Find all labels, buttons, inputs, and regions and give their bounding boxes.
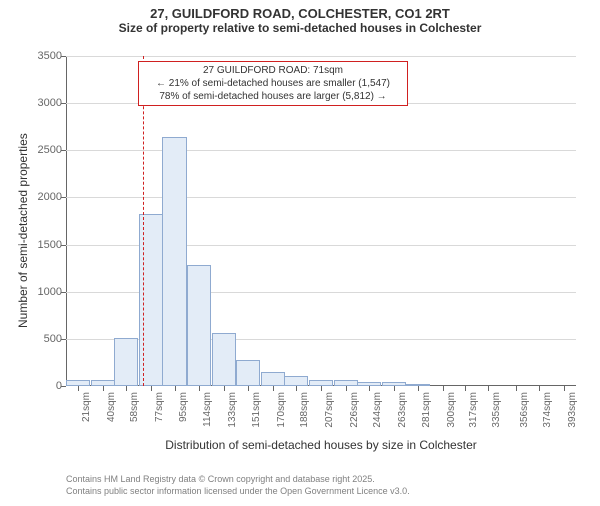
x-tick-mark — [199, 386, 200, 391]
x-tick-label: 133sqm — [227, 392, 238, 428]
x-tick-label: 393sqm — [567, 392, 578, 428]
x-tick-label: 114sqm — [202, 392, 213, 427]
footer-line1: Contains HM Land Registry data © Crown c… — [66, 474, 410, 486]
x-tick-mark — [296, 386, 297, 391]
x-axis-ticks: 21sqm 40sqm 58sqm 77sqm 95sqm 114sqm 133sqm 151… — [66, 386, 576, 436]
x-axis-label: Distribution of semi-detached houses by … — [66, 438, 576, 452]
x-tick-label: 300sqm — [446, 392, 457, 428]
y-tick-mark — [61, 150, 66, 151]
y-tick-mark — [61, 245, 66, 246]
x-tick-mark — [443, 386, 444, 391]
x-tick-label: 207sqm — [324, 392, 335, 428]
histogram-bar — [114, 338, 138, 386]
x-tick-label: 244sqm — [372, 392, 383, 428]
x-tick-label: 188sqm — [299, 392, 310, 428]
x-tick-label: 58sqm — [129, 392, 140, 422]
y-axis-ticks: 0500100015002000250030003500 — [0, 56, 66, 386]
x-tick-label: 170sqm — [276, 392, 287, 428]
annotation-line: ← 21% of semi-detached houses are smalle… — [143, 77, 403, 90]
y-tick-label: 3500 — [22, 50, 62, 62]
chart-title-line1: 27, GUILDFORD ROAD, COLCHESTER, CO1 2RT — [0, 6, 600, 21]
y-tick-label: 1000 — [22, 286, 62, 298]
x-tick-mark — [273, 386, 274, 391]
y-tick-label: 0 — [22, 380, 62, 392]
footer-attribution: Contains HM Land Registry data © Crown c… — [66, 474, 410, 497]
x-tick-mark — [369, 386, 370, 391]
x-tick-mark — [564, 386, 565, 391]
x-tick-label: 21sqm — [81, 392, 92, 422]
x-tick-mark — [539, 386, 540, 391]
annotation-line: 27 GUILDFORD ROAD: 71sqm — [143, 64, 403, 77]
x-tick-mark — [418, 386, 419, 391]
x-tick-label: 374sqm — [542, 392, 553, 428]
footer-line2: Contains public sector information licen… — [66, 486, 410, 498]
x-tick-mark — [126, 386, 127, 391]
histogram-bar — [261, 372, 285, 386]
x-tick-label: 151sqm — [251, 392, 262, 428]
histogram-bar — [162, 137, 186, 386]
x-tick-mark — [394, 386, 395, 391]
x-tick-mark — [103, 386, 104, 391]
plot-area: 27 GUILDFORD ROAD: 71sqm← 21% of semi-de… — [66, 56, 576, 386]
x-tick-label: 317sqm — [468, 392, 479, 428]
annotation-line: 78% of semi-detached houses are larger (… — [143, 90, 403, 103]
y-tick-mark — [61, 292, 66, 293]
x-tick-label: 335sqm — [491, 392, 502, 428]
x-tick-label: 281sqm — [421, 392, 432, 428]
y-tick-mark — [61, 103, 66, 104]
x-tick-label: 40sqm — [106, 392, 117, 422]
y-tick-label: 3000 — [22, 97, 62, 109]
histogram-bar — [284, 376, 308, 386]
x-tick-mark — [151, 386, 152, 391]
y-tick-label: 500 — [22, 333, 62, 345]
x-tick-mark — [488, 386, 489, 391]
x-tick-label: 263sqm — [397, 392, 408, 428]
x-tick-mark — [175, 386, 176, 391]
x-tick-label: 226sqm — [349, 392, 360, 428]
x-tick-mark — [321, 386, 322, 391]
y-tick-mark — [61, 56, 66, 57]
x-tick-label: 77sqm — [154, 392, 165, 422]
x-tick-mark — [78, 386, 79, 391]
x-tick-label: 356sqm — [519, 392, 530, 428]
x-tick-mark — [465, 386, 466, 391]
x-tick-mark — [346, 386, 347, 391]
y-tick-mark — [61, 339, 66, 340]
x-tick-label: 95sqm — [178, 392, 189, 422]
histogram-bar — [187, 265, 211, 386]
y-tick-label: 2000 — [22, 191, 62, 203]
histogram-bar — [236, 360, 260, 386]
x-tick-mark — [516, 386, 517, 391]
y-tick-label: 2500 — [22, 144, 62, 156]
x-tick-mark — [224, 386, 225, 391]
chart-title-line2: Size of property relative to semi-detach… — [0, 21, 600, 35]
x-tick-mark — [248, 386, 249, 391]
y-tick-mark — [61, 197, 66, 198]
y-tick-label: 1500 — [22, 239, 62, 251]
histogram-bar — [212, 333, 236, 386]
annotation-callout: 27 GUILDFORD ROAD: 71sqm← 21% of semi-de… — [138, 61, 408, 106]
